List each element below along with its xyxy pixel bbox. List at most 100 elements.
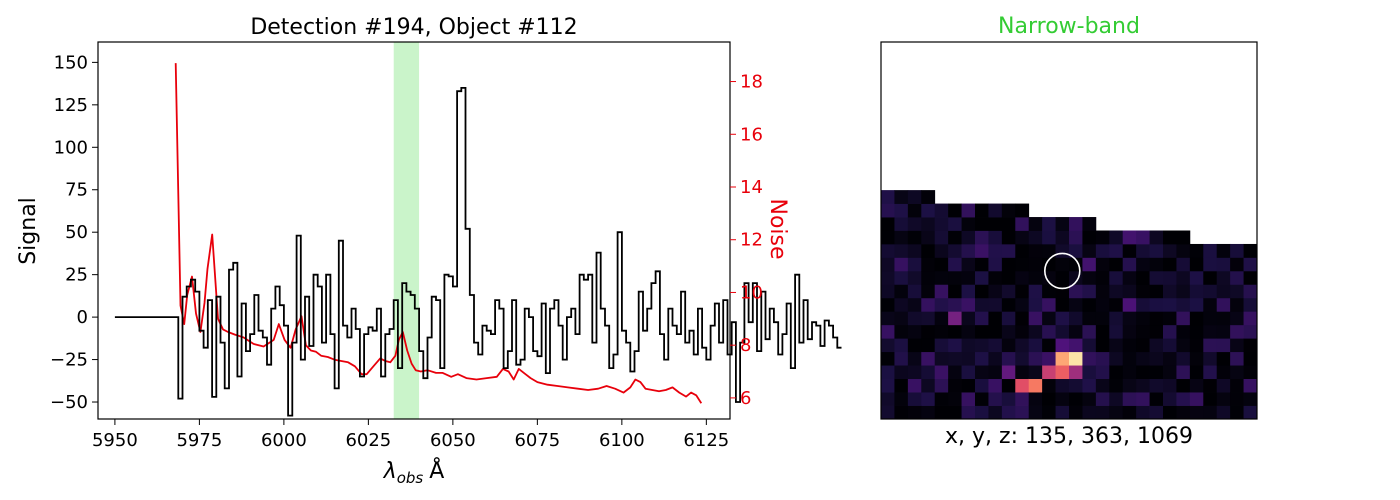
image-pixel <box>948 405 962 420</box>
image-pixel <box>881 243 895 258</box>
image-pixel <box>1136 270 1150 285</box>
image-pixel <box>907 365 922 379</box>
image-pixel <box>1028 392 1043 406</box>
image-pixel <box>1176 405 1191 420</box>
image-pixel <box>934 392 949 406</box>
image-pixel <box>988 230 1003 245</box>
image-pixel <box>1055 311 1070 326</box>
noise-tick-label: 18 <box>740 72 763 93</box>
image-pixel <box>894 351 909 366</box>
image-pixel <box>1015 392 1030 406</box>
image-pixel <box>1082 311 1097 326</box>
image-pixel <box>934 284 949 299</box>
image-pixel <box>1082 405 1097 420</box>
image-pixel <box>1001 405 1016 420</box>
image-pixel <box>948 217 962 231</box>
image-pixel <box>1176 338 1191 353</box>
image-pixel <box>1095 284 1110 299</box>
image-pixel <box>921 230 936 245</box>
image-pixel <box>1149 257 1164 272</box>
image-pixel <box>1189 324 1204 339</box>
image-pixel <box>1203 311 1218 326</box>
image-pixel <box>921 270 936 285</box>
image-pixel <box>1176 324 1191 339</box>
image-pixel <box>961 230 976 245</box>
image-pixel <box>907 338 922 353</box>
image-pixel <box>907 217 922 231</box>
image-pixel <box>1163 230 1177 245</box>
noise-tick-label: 12 <box>740 230 763 251</box>
image-pixel <box>894 392 909 406</box>
image-pixel <box>1189 311 1204 326</box>
image-pixel <box>948 284 962 299</box>
image-pixel <box>1203 351 1218 366</box>
image-pixel <box>894 217 909 231</box>
image-pixel <box>1082 378 1097 393</box>
image-pixel <box>948 203 962 218</box>
image-pixel <box>1001 324 1016 339</box>
image-pixel <box>1109 284 1124 299</box>
image-pixel <box>975 338 989 353</box>
image-pixel <box>975 203 989 218</box>
image-pixel <box>1095 243 1110 258</box>
image-pixel <box>934 351 949 366</box>
image-pixel <box>1203 284 1218 299</box>
x-tick-label: 5975 <box>176 430 222 451</box>
image-pixel <box>1136 297 1150 312</box>
image-pixel <box>894 405 909 420</box>
image-pixel <box>1203 338 1218 353</box>
image-pixel <box>1095 378 1110 393</box>
image-pixel <box>1230 392 1244 406</box>
image-pixel <box>1216 365 1231 379</box>
image-pixel <box>1069 311 1083 326</box>
image-pixel <box>1230 378 1244 393</box>
image-pixel <box>1028 217 1043 231</box>
image-pixel <box>894 257 909 272</box>
image-pixel <box>1176 392 1191 406</box>
image-pixel <box>1109 365 1124 379</box>
signal-axis-label: Signal <box>16 197 41 265</box>
signal-step-line <box>114 87 842 417</box>
image-pixel <box>881 257 895 272</box>
image-pixel <box>1055 297 1070 312</box>
image-pixel <box>1149 311 1164 326</box>
image-pixel <box>988 338 1003 353</box>
image-pixel <box>881 270 895 285</box>
image-pixel <box>1136 378 1150 393</box>
image-pixel <box>961 405 976 420</box>
image-pixel <box>1109 230 1124 245</box>
x-axis-ticks: 5950 5975 6000 6025 6050 6075 6100 6125 <box>92 419 729 451</box>
image-pixel <box>1055 338 1070 353</box>
x-tick-label: 6125 <box>683 430 729 451</box>
image-pixel <box>961 365 976 379</box>
image-pixel <box>1095 392 1110 406</box>
image-pixel <box>1028 351 1043 366</box>
image-pixel <box>988 311 1003 326</box>
image-pixel <box>1095 297 1110 312</box>
image-pixel <box>1095 324 1110 339</box>
image-pixel <box>1001 284 1016 299</box>
image-pixel <box>975 392 989 406</box>
image-pixel <box>1189 297 1204 312</box>
image-pixel <box>1095 270 1110 285</box>
image-pixel <box>1163 284 1177 299</box>
image-pixel <box>1055 243 1070 258</box>
image-pixel <box>1069 297 1083 312</box>
image-pixel <box>1203 324 1218 339</box>
image-pixel <box>975 230 989 245</box>
image-pixel <box>1243 324 1258 339</box>
image-pixel <box>1163 365 1177 379</box>
image-pixel <box>881 190 895 204</box>
image-pixel <box>1001 270 1016 285</box>
image-pixel <box>1163 324 1177 339</box>
image-pixel <box>988 378 1003 393</box>
image-pixel <box>975 378 989 393</box>
image-pixel <box>1095 230 1110 245</box>
image-pixel <box>975 257 989 272</box>
image-pixel <box>961 324 976 339</box>
image-pixel <box>1216 284 1231 299</box>
image-pixel <box>961 311 976 326</box>
noise-tick-label: 16 <box>740 124 763 145</box>
image-pixel <box>894 284 909 299</box>
